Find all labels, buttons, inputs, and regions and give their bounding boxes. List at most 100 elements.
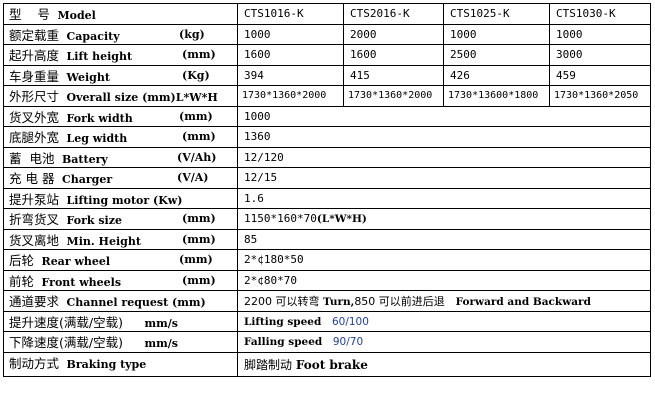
spec-value: 1730*1360*2000	[237, 85, 344, 107]
value-text: 1360	[244, 130, 271, 144]
spec-label: 提升速度(满载/空载) mm/s	[3, 310, 238, 332]
label-zh: 折弯货叉	[9, 212, 60, 227]
label-zh: 提升泵站	[9, 191, 60, 207]
spec-value: 426	[443, 64, 550, 86]
label-unit: (mm)	[182, 212, 216, 225]
label-unit: (mm)	[182, 232, 216, 246]
spec-label: 货叉离地 Min. Height (mm)	[3, 228, 238, 250]
spec-value: 415	[343, 64, 444, 86]
label-wrap: 前轮 Front wheels (mm)	[9, 271, 237, 290]
label-wrap: 底腿外宽 Leg width (mm)	[9, 127, 237, 146]
spec-label: 车身重量 Weight (Kg)	[3, 64, 238, 86]
table-row: 充 电 器 Charger (V/A) 12/15	[3, 167, 651, 189]
label-en: Lift height	[66, 50, 133, 63]
value-part: 2200 可以转弯	[244, 294, 323, 308]
table-row: 蓄 电池 Battery (V/Ah) 12/120	[3, 146, 651, 168]
value-text: 2*¢180*50	[244, 253, 304, 267]
label-zh: 提升速度(满载/空载)	[9, 314, 123, 330]
label-wrap: 额定载重 Capacity (kg)	[9, 25, 237, 44]
label-wrap: 下降速度(满载/空载) mm/s	[9, 332, 237, 351]
label-wrap: 提升泵站 Lifting motor (Kw)	[9, 189, 237, 208]
spec-value: 1000	[443, 23, 550, 45]
spec-value: Falling speed 90/70	[237, 331, 651, 353]
table-row: 前轮 Front wheels (mm) 2*¢80*70	[3, 269, 651, 291]
spec-value: 2200 可以转弯 Turn,850 可以前进后退 Forward and Ba…	[237, 290, 651, 312]
spec-label: 型 号 Model	[3, 3, 238, 25]
spec-value: 1730*1360*2000	[343, 85, 444, 107]
spec-value: 2*¢180*50	[237, 249, 651, 271]
label-en: mm/s	[144, 316, 179, 330]
table-row: 货叉外宽 Fork width (mm) 1000	[3, 105, 651, 127]
value-text: 1000	[244, 109, 271, 123]
table-row: 提升速度(满载/空载) mm/s Lifting speed 60/100	[3, 310, 651, 332]
spec-value: 1000	[237, 23, 344, 45]
table-row: 折弯货叉 Fork size (mm) 1150*160*70(L*W*H)	[3, 208, 651, 230]
label-zh: 起升高度	[9, 48, 60, 63]
table-row: 型 号 Model CTS1016-K CTS2016-K CTS1025-K CTS1…	[3, 3, 651, 25]
label-wrap: 车身重量 Weight (Kg)	[9, 66, 237, 85]
label-zh: 下降速度(满载/空载)	[9, 335, 123, 350]
table-row: 起升高度 Lift height (mm) 1600 1600 2500 3000	[3, 44, 651, 66]
label-unit: (mm)	[179, 109, 213, 123]
spec-label: 蓄 电池 Battery (V/Ah)	[3, 146, 238, 168]
spec-label: 底腿外宽 Leg width (mm)	[3, 126, 238, 148]
label-zh: 型 号	[9, 7, 50, 22]
label-wrap: 通道要求 Channel request (mm)	[9, 291, 237, 310]
value-text: 12/15	[244, 171, 278, 185]
value-part: 脚踏制动	[244, 357, 296, 372]
model-header: CTS1016-K	[237, 3, 344, 25]
label-zh: 货叉离地	[9, 232, 60, 248]
label-wrap: 货叉离地 Min. Height (mm)	[9, 230, 237, 249]
spec-label: 充 电 器 Charger (V/A)	[3, 167, 238, 189]
spec-value: 12/15	[237, 167, 651, 189]
label-wrap: 充 电 器 Charger (V/A)	[9, 168, 237, 187]
spec-value: 1730*13600*1800	[443, 85, 550, 107]
spec-label: 通道要求 Channel request (mm)	[3, 290, 238, 312]
label-en: Channel request (mm)	[66, 296, 206, 309]
label-wrap: 起升高度 Lift height (mm)	[9, 45, 237, 64]
value-suffix: (L*W*H)	[316, 213, 367, 226]
label-en: Fork size	[66, 214, 122, 227]
label-zh: 底腿外宽	[9, 130, 60, 145]
spec-value: 1600	[237, 44, 344, 66]
value-part: Forward and Backward	[448, 295, 591, 308]
label-unit: (kg)	[179, 27, 205, 41]
speed-label: Falling speed	[244, 336, 323, 349]
label-wrap: 外形尺寸 Overall size (mm)L*W*H	[9, 86, 237, 105]
label-en: Weight	[66, 70, 110, 84]
value-text: 85	[244, 232, 258, 246]
speed-label: Lifting speed	[244, 315, 322, 328]
spec-value: 2500	[443, 44, 550, 66]
table-row: 下降速度(满载/空载) mm/s Falling speed 90/70	[3, 331, 651, 353]
label-en: Min. Height	[66, 234, 141, 248]
table-row: 底腿外宽 Leg width (mm) 1360	[3, 126, 651, 148]
label-en: Battery	[61, 152, 108, 166]
label-en: Model	[57, 9, 96, 22]
spec-value: 394	[237, 64, 344, 86]
spec-value: 1360	[237, 126, 651, 148]
label-en: mm/s	[144, 337, 179, 350]
table-row: 外形尺寸 Overall size (mm)L*W*H 1730*1360*200…	[3, 85, 651, 107]
value-text: 1150*160*70	[244, 212, 317, 226]
spec-value: 1150*160*70(L*W*H)	[237, 208, 651, 230]
spec-label: 折弯货叉 Fork size (mm)	[3, 208, 238, 230]
spec-label: 制动方式 Braking type	[3, 351, 238, 377]
label-wrap: 型 号 Model	[9, 4, 237, 23]
spec-value: Lifting speed 60/100	[237, 310, 651, 332]
label-en: Braking type	[66, 357, 147, 371]
spec-label: 后轮 Rear wheel (mm)	[3, 249, 238, 271]
label-zh: 蓄 电池	[9, 150, 55, 166]
spec-value: 2000	[343, 23, 444, 45]
label-en: Rear wheel	[41, 255, 111, 268]
spec-value: 2*¢80*70	[237, 269, 651, 291]
label-zh: 外形尺寸	[9, 89, 60, 104]
label-zh: 货叉外宽	[9, 109, 60, 125]
spec-label: 货叉外宽 Fork width (mm)	[3, 105, 238, 127]
value-part: 850 可以前进后退	[354, 294, 449, 308]
label-en: Overall size (mm)L*W*H	[66, 91, 218, 104]
label-wrap: 折弯货叉 Fork size (mm)	[9, 209, 237, 228]
label-unit: (mm)	[179, 253, 213, 266]
label-wrap: 货叉外宽 Fork width (mm)	[9, 107, 237, 126]
table-row: 后轮 Rear wheel (mm) 2*¢180*50	[3, 249, 651, 271]
label-en: Fork width	[66, 111, 133, 125]
